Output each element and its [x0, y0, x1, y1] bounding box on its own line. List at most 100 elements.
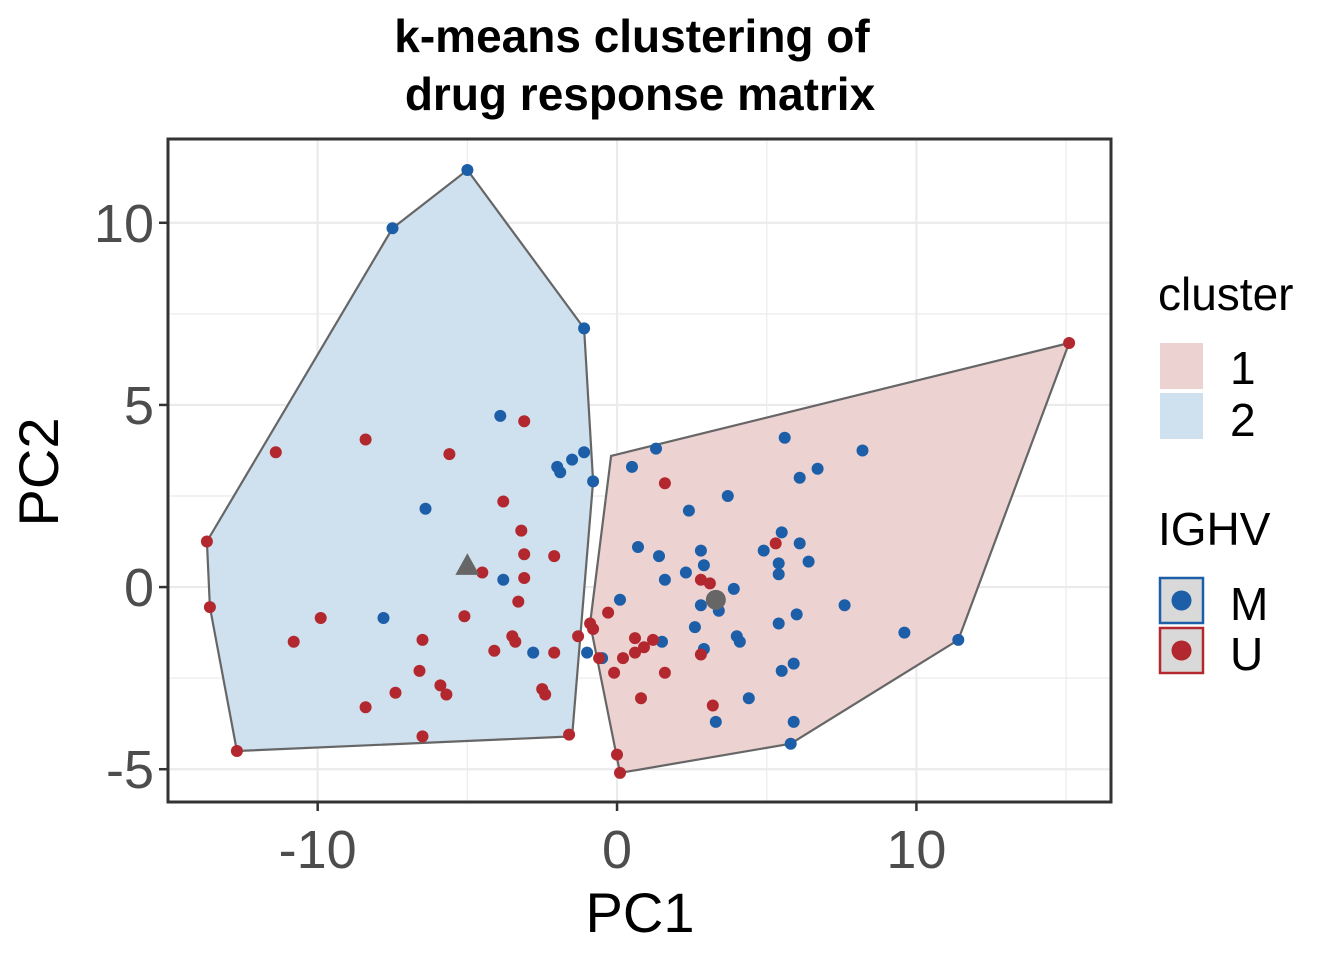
point-ighv-u: [638, 641, 650, 654]
point-ighv-m: [772, 568, 785, 581]
point-ighv-u: [548, 550, 561, 563]
point-ighv-u: [476, 566, 489, 579]
cluster-legend: cluster 1 2: [1158, 268, 1293, 446]
point-ighv-u: [563, 728, 576, 741]
y-tick-label: 0: [124, 558, 154, 618]
point-ighv-u: [518, 572, 531, 584]
point-ighv-m: [787, 657, 800, 670]
point-ighv-u: [389, 686, 402, 699]
point-ighv-m: [587, 475, 600, 488]
point-ighv-m: [497, 573, 510, 586]
point-ighv-m: [775, 526, 788, 539]
point-ighv-m: [778, 431, 791, 444]
point-ighv-u: [413, 664, 426, 677]
point-ighv-m: [733, 635, 746, 648]
point-ighv-u: [593, 652, 606, 665]
point-ighv-u: [518, 548, 531, 561]
point-ighv-m: [494, 409, 507, 422]
point-ighv-u: [359, 433, 372, 446]
ighv-legend-dot-m: [1171, 590, 1192, 611]
point-ighv-m: [578, 322, 591, 335]
point-ighv-m: [694, 599, 707, 612]
point-ighv-m: [772, 617, 785, 630]
point-ighv-u: [416, 633, 429, 646]
point-ighv-u: [703, 577, 716, 590]
cluster-centroids: [455, 553, 726, 610]
point-ighv-u: [203, 601, 216, 614]
panel-border: [166, 137, 1113, 804]
cluster-hulls: [205, 168, 1071, 775]
point-ighv-u: [539, 688, 552, 701]
x-axis-ticks: -10 0 10: [279, 802, 946, 880]
point-ighv-m: [682, 504, 695, 517]
centroid-cluster-2: [455, 553, 480, 575]
point-ighv-u: [314, 612, 327, 624]
point-ighv-m: [694, 544, 707, 557]
point-ighv-u: [769, 537, 782, 550]
point-ighv-u: [611, 748, 623, 761]
point-ighv-u: [440, 688, 453, 701]
point-ighv-m: [653, 550, 665, 563]
chart-title-line-2: drug response matrix: [405, 68, 876, 120]
cluster-hull-2: [205, 168, 595, 753]
point-ighv-u: [629, 646, 641, 659]
point-ighv-m: [656, 635, 668, 648]
point-ighv-m: [578, 446, 591, 459]
point-ighv-u: [230, 745, 243, 757]
point-ighv-m: [787, 715, 800, 728]
point-ighv-u: [629, 632, 641, 645]
x-tick-label: 0: [602, 820, 632, 880]
point-ighv-u: [658, 477, 671, 490]
point-ighv-u: [635, 692, 647, 705]
point-ighv-u: [488, 644, 501, 657]
point-ighv-m: [554, 466, 567, 479]
point-ighv-m: [650, 442, 662, 455]
x-tick-label: 10: [886, 820, 946, 880]
point-ighv-u: [497, 495, 510, 508]
point-ighv-u: [269, 446, 282, 459]
point-ighv-m: [658, 573, 671, 586]
y-tick-label: 10: [94, 194, 154, 254]
point-ighv-u: [443, 448, 456, 461]
point-ighv-m: [386, 222, 399, 235]
point-ighv-u: [602, 606, 615, 619]
point-ighv-m: [727, 582, 740, 595]
y-tick-label: -5: [106, 740, 154, 800]
point-ighv-m: [709, 715, 722, 728]
centroid-cluster-1: [705, 589, 726, 610]
x-axis-title: PC1: [586, 881, 695, 944]
cluster-legend-title: cluster: [1158, 268, 1293, 320]
point-ighv-m: [721, 490, 734, 502]
point-ighv-m: [802, 555, 815, 568]
point-ighv-u: [458, 610, 471, 623]
point-ighv-m: [811, 462, 824, 475]
point-ighv-u: [200, 535, 213, 548]
point-ighv-m: [566, 453, 579, 466]
cluster-legend-swatch-1: [1160, 343, 1203, 389]
cluster-legend-swatch-2: [1160, 393, 1203, 439]
point-ighv-m: [377, 612, 390, 624]
point-ighv-m: [626, 460, 638, 473]
point-ighv-u: [1063, 337, 1076, 349]
point-ighv-m: [679, 566, 692, 579]
point-ighv-u: [608, 666, 621, 679]
ighv-legend-dot-u: [1171, 640, 1192, 661]
point-ighv-m: [632, 541, 644, 553]
point-ighv-m: [614, 593, 626, 606]
point-ighv-m: [772, 557, 785, 570]
point-ighv-u: [512, 595, 525, 608]
y-axis-title: PC2: [7, 418, 70, 527]
point-ighv-u: [434, 679, 447, 692]
ighv-legend: IGHV M U: [1158, 503, 1271, 680]
point-ighv-u: [617, 652, 629, 665]
y-axis-ticks: -5 0 5 10: [94, 194, 168, 800]
point-ighv-m: [688, 621, 701, 634]
point-ighv-m: [898, 626, 911, 639]
point-ighv-m: [793, 471, 806, 484]
cluster-legend-label-2: 2: [1230, 394, 1256, 446]
point-ighv-u: [509, 635, 522, 648]
point-ighv-m: [793, 537, 806, 550]
point-ighv-u: [658, 666, 671, 679]
point-ighv-u: [515, 524, 528, 537]
point-ighv-u: [706, 699, 719, 712]
